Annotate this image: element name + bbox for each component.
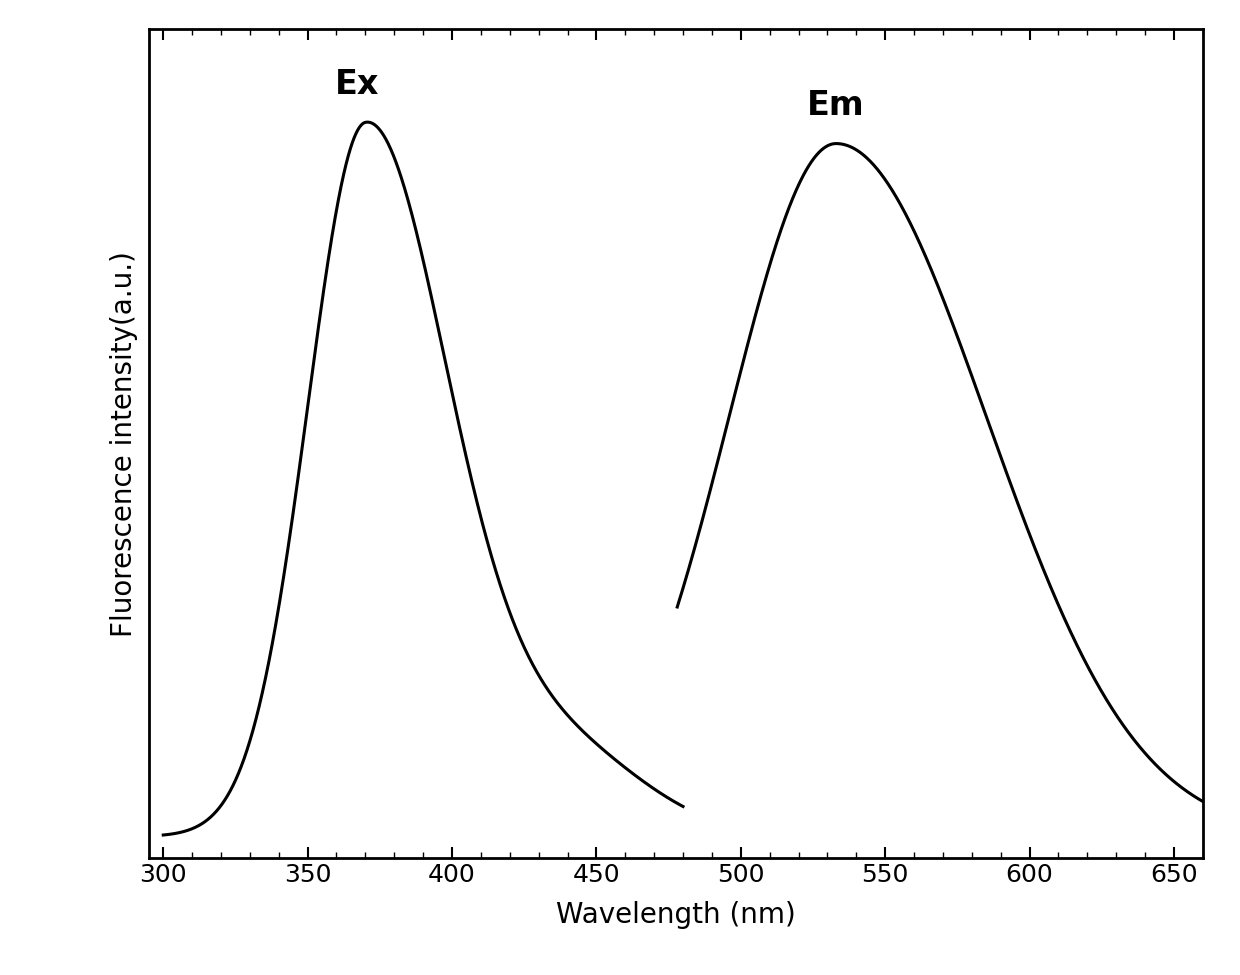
Y-axis label: Fluorescence intensity(a.u.): Fluorescence intensity(a.u.) (109, 251, 138, 637)
X-axis label: Wavelength (nm): Wavelength (nm) (556, 901, 796, 929)
Text: Em: Em (807, 89, 864, 122)
Text: Ex: Ex (335, 67, 379, 100)
